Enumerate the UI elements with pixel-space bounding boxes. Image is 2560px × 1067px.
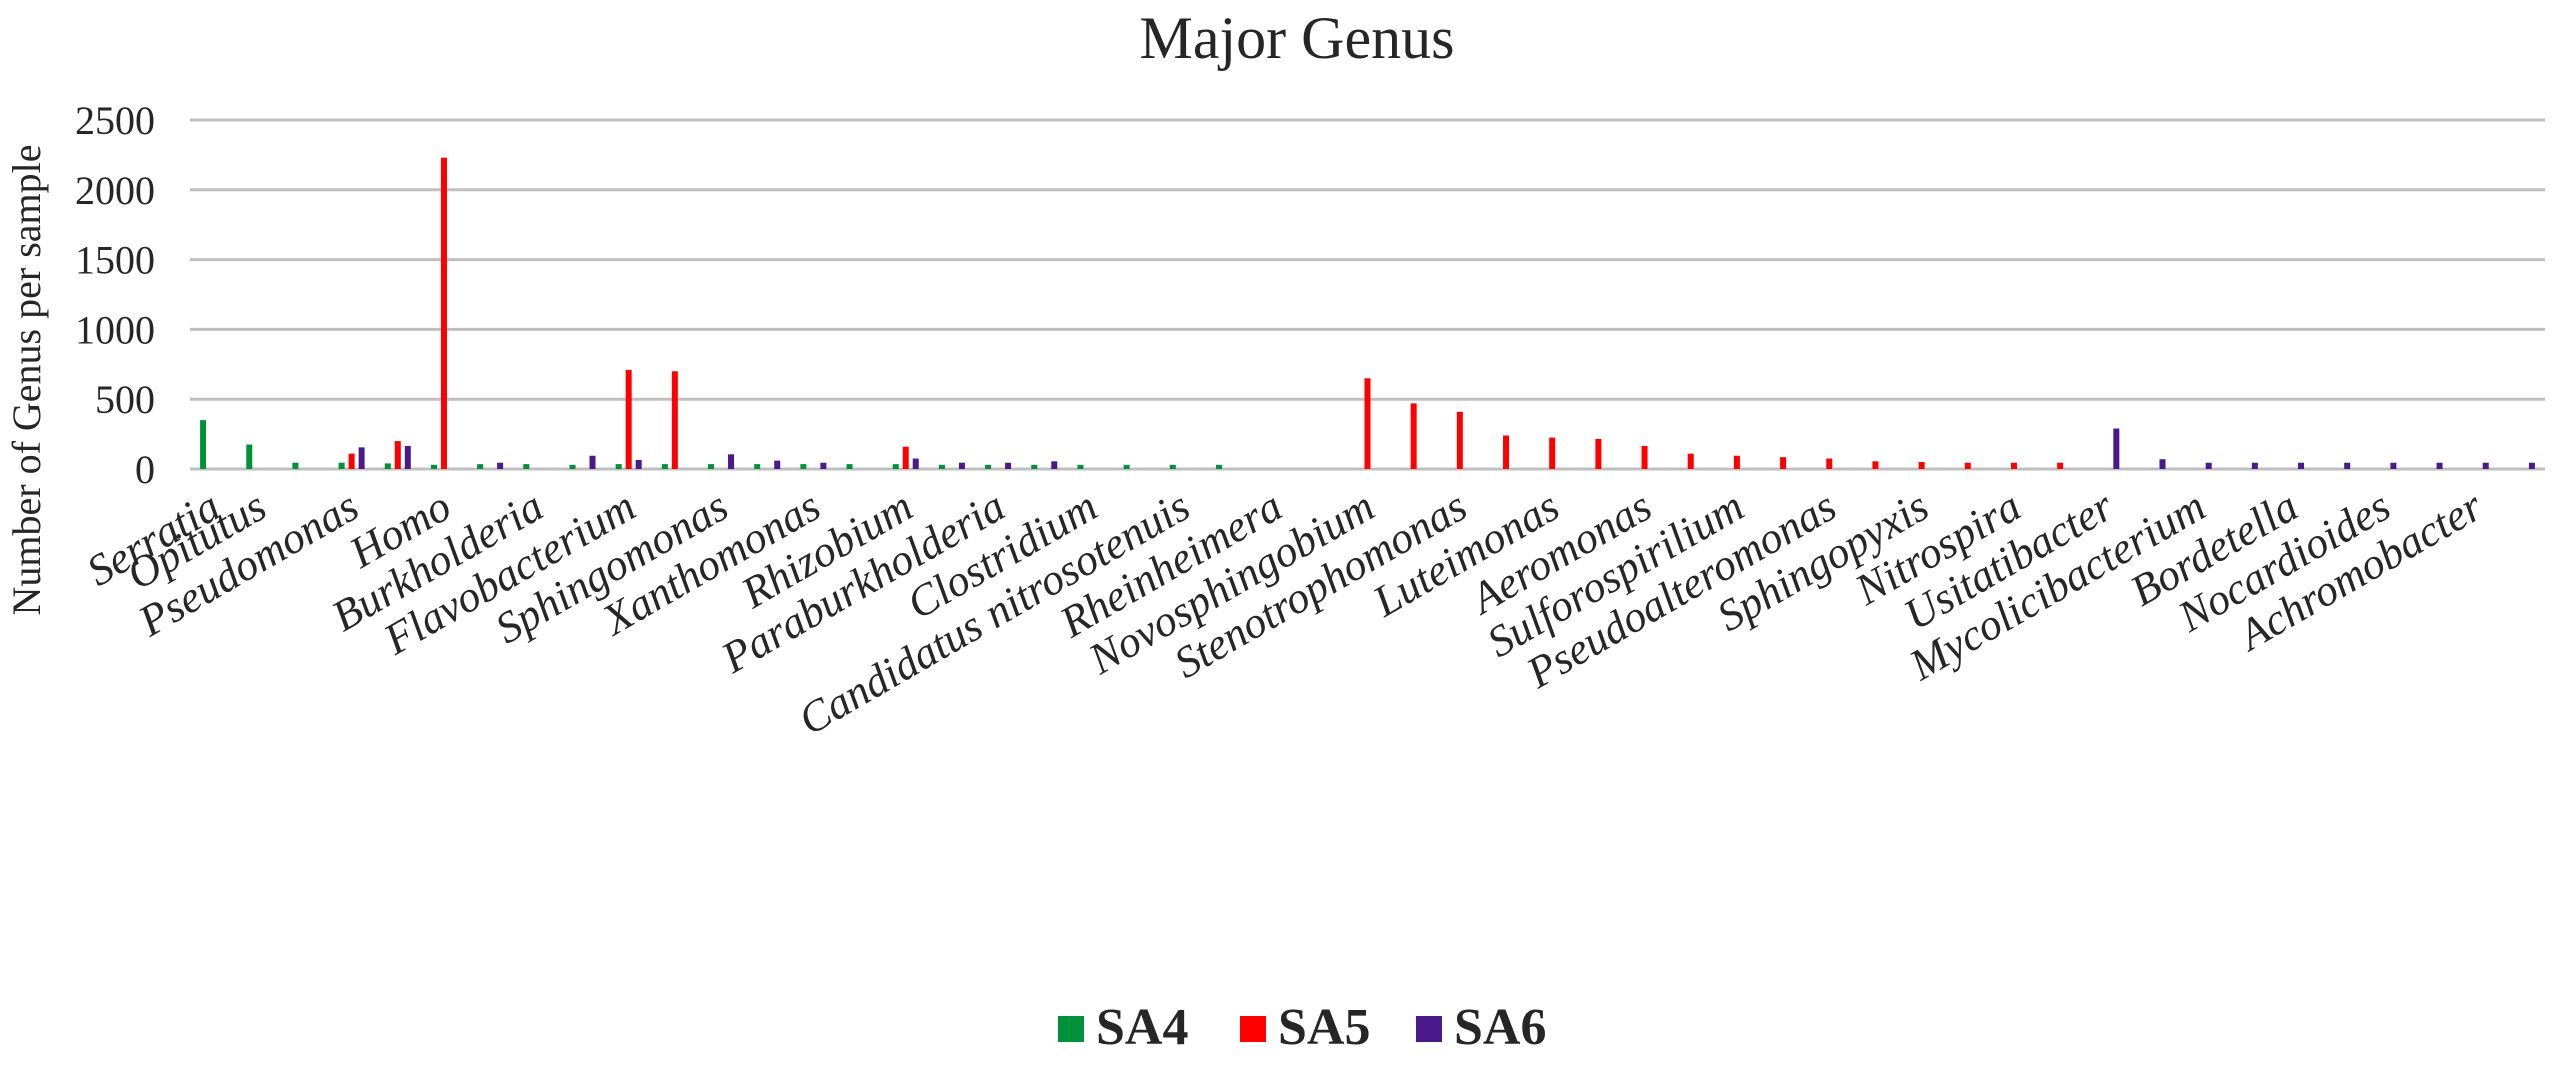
y-tick-label: 0	[135, 447, 155, 492]
bar-sa4	[477, 464, 484, 469]
bar-sa5	[1918, 462, 1925, 469]
bar-sa4	[1123, 464, 1130, 469]
bar-sa5	[1964, 462, 1971, 469]
chart-title: Major Genus	[1140, 5, 1455, 71]
bar-sa4	[1215, 464, 1222, 469]
bar-sa5	[1780, 457, 1787, 469]
bar-sa5	[1410, 403, 1417, 469]
bar-sa5	[1503, 435, 1510, 469]
bar-sa4	[615, 464, 622, 469]
y-tick-label: 500	[95, 377, 155, 422]
bar-sa6	[958, 462, 965, 469]
bar-sa5	[625, 369, 632, 469]
bar-sa6	[2298, 462, 2305, 469]
bar-sa6	[497, 462, 504, 469]
bar-sa5	[1687, 453, 1694, 469]
bar-sa4	[200, 420, 207, 469]
gridlines	[190, 118, 2545, 471]
bar-sa6	[728, 454, 735, 469]
bar-sa6	[589, 455, 596, 469]
bar-sa4	[938, 464, 945, 469]
bar-sa4	[892, 464, 899, 469]
legend-label-sa4: SA4	[1096, 999, 1188, 1056]
bar-sa5	[394, 441, 401, 469]
bar-sa4	[1031, 464, 1038, 469]
bar-sa5	[1826, 458, 1833, 469]
legend: SA4 SA5 SA6	[1058, 999, 1546, 1056]
bar-sa5	[2010, 462, 2017, 469]
bar-sa5	[1364, 378, 1371, 469]
bar-sa4	[384, 463, 391, 469]
bar-sa5	[1549, 437, 1556, 469]
x-tick-labels: SerratiaOpitutusPseudomonasHomoBurkholde…	[79, 481, 2492, 745]
bar-sa6	[2482, 462, 2489, 469]
y-tick-label: 1000	[75, 307, 155, 352]
bar-sa5	[440, 157, 447, 469]
bar-sa5	[671, 371, 678, 469]
bar-sa5	[1872, 461, 1879, 469]
y-tick-labels: 0 500 1000 1500 2000 2500	[75, 98, 155, 492]
bar-sa6	[635, 459, 642, 469]
bar-sa6	[2528, 462, 2535, 469]
bar-sa6	[912, 458, 919, 469]
bar-sa4	[846, 464, 853, 469]
bar-sa4	[430, 464, 437, 469]
bar-sa6	[2436, 462, 2443, 469]
bar-sa5	[1456, 411, 1463, 469]
bar-sa4	[708, 464, 715, 469]
y-tick-label: 2500	[75, 98, 155, 143]
bar-sa4	[338, 462, 345, 469]
bar-sa6	[2344, 462, 2351, 469]
bar-sa6	[2205, 462, 2212, 469]
bar-sa5	[902, 446, 909, 469]
y-tick-label: 2000	[75, 168, 155, 213]
y-axis-label: Number of Genus per sample	[4, 145, 49, 616]
bar-sa6	[2113, 428, 2120, 469]
legend-label-sa5: SA5	[1278, 999, 1370, 1056]
bar-sa4	[523, 464, 530, 469]
bar-sa4	[1169, 464, 1176, 469]
bar-sa6	[358, 447, 365, 469]
bar-sa4	[985, 464, 992, 469]
bar-sa6	[1005, 462, 1012, 469]
bar-sa6	[404, 445, 411, 469]
legend-label-sa6: SA6	[1454, 999, 1546, 1056]
bar-sa6	[2159, 459, 2166, 469]
legend-swatch-sa6	[1416, 1016, 1442, 1042]
bar-sa4	[569, 464, 576, 469]
legend-swatch-sa5	[1240, 1016, 1266, 1042]
bar-sa6	[2390, 462, 2397, 469]
bar-sa5	[2057, 462, 2064, 469]
bar-sa5	[1595, 438, 1602, 469]
bar-sa6	[1051, 461, 1058, 469]
bar-sa4	[661, 464, 668, 469]
bar-sa6	[774, 460, 781, 469]
bar-sa4	[800, 464, 807, 469]
bar-sa5	[348, 453, 355, 469]
bar-sa5	[1733, 455, 1740, 469]
bar-sa4	[292, 462, 299, 469]
bar-sa6	[820, 462, 827, 469]
bar-sa4	[246, 444, 253, 469]
bars	[200, 157, 2535, 469]
bar-sa5	[1641, 445, 1648, 469]
bar-sa4	[754, 464, 761, 469]
y-tick-label: 1500	[75, 238, 155, 283]
legend-swatch-sa4	[1058, 1016, 1084, 1042]
bar-sa6	[2251, 462, 2258, 469]
bar-sa4	[1077, 464, 1084, 469]
